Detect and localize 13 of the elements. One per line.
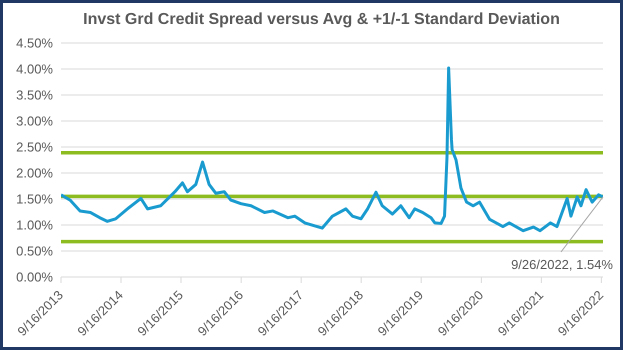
y-tick-label: 4.00% <box>16 62 54 77</box>
y-tick-label: 1.00% <box>16 218 54 233</box>
chart-title: Invst Grd Credit Spread versus Avg & +1/-1 Standard Deviation <box>82 11 561 29</box>
y-tick-label: 3.50% <box>16 88 54 103</box>
annotation: 9/26/2022, 1.54% <box>511 256 614 272</box>
y-tick-label: 2.00% <box>16 166 54 181</box>
y-tick-label: 0.50% <box>16 244 54 259</box>
y-tick-label: 3.00% <box>16 114 54 129</box>
y-tick-label: 4.50% <box>16 36 54 51</box>
y-tick-label: 1.50% <box>16 192 54 207</box>
y-tick-label: 2.50% <box>16 140 54 155</box>
y-tick-label: 0.00% <box>16 270 54 285</box>
line-series <box>61 66 603 232</box>
